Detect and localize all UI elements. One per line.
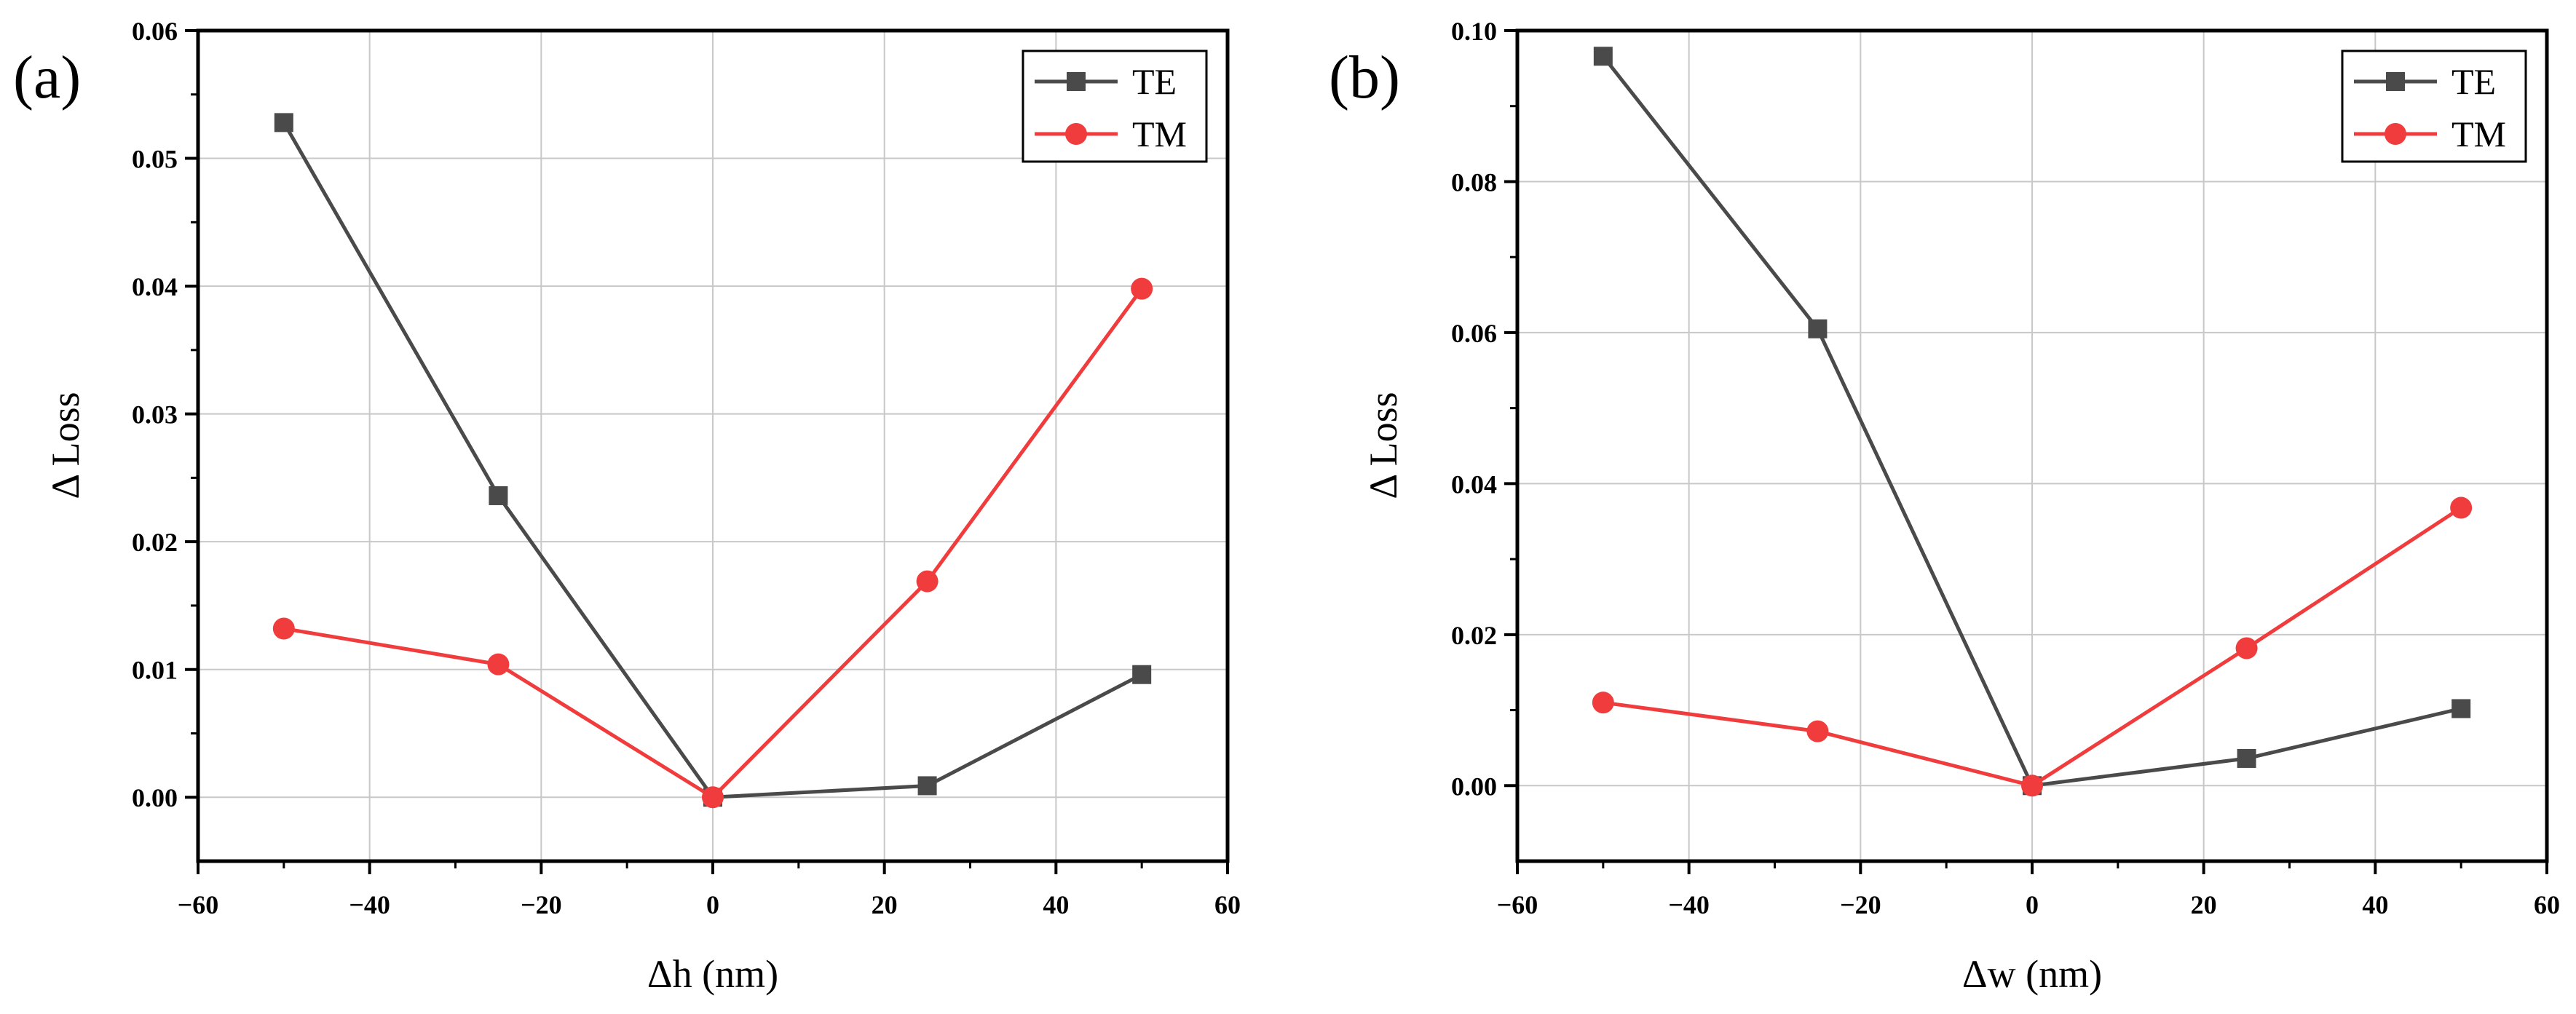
y-tick-label: 0.04 — [1451, 470, 1497, 499]
plot-frame — [196, 28, 1230, 863]
y-axis-title: Δ Loss — [44, 392, 87, 499]
y-tick-label: 0.05 — [132, 145, 178, 174]
y-axis-title: Δ Loss — [1362, 392, 1405, 499]
x-tick-label: −40 — [1668, 890, 1710, 919]
series-tm — [272, 277, 1153, 809]
data-point-te — [489, 486, 508, 505]
y-tick-label: 0.04 — [132, 272, 178, 301]
data-point-te — [1593, 47, 1613, 66]
legend-marker-tm — [2385, 123, 2406, 145]
legend-box — [1022, 49, 1208, 163]
legend-label-te: TE — [1132, 61, 1177, 102]
x-axis-title: Δw (nm) — [1962, 952, 2102, 996]
legend-label-tm: TM — [2451, 114, 2506, 154]
x-tick-label: 0 — [706, 890, 719, 919]
data-point-tm — [1806, 720, 1829, 742]
y-tick-label: 0.08 — [1451, 167, 1497, 197]
legend-marker-tm — [1065, 123, 1087, 145]
axis-ticks — [185, 29, 1229, 874]
y-tick-label: 0.10 — [1451, 17, 1497, 46]
series-tm — [1592, 496, 2473, 797]
chart-panel-b: −60 −40 −20 0 20 40 60 0.00 0.02 0.04 0.06 0.08 0.10… — [1329, 17, 2560, 996]
x-tick-label: −60 — [178, 890, 219, 919]
x-tick-label: 20 — [2191, 890, 2217, 919]
x-tick-label: 40 — [2362, 890, 2388, 919]
y-tick-label: 0.06 — [132, 17, 178, 46]
data-point-te — [274, 113, 293, 132]
legend-marker-te — [1067, 72, 1086, 91]
x-axis-title: Δh (nm) — [647, 952, 778, 996]
panel-label: (b) — [1329, 44, 1400, 111]
data-point-te — [1132, 665, 1152, 684]
x-tick-label: 40 — [1043, 890, 1069, 919]
legend-marker-te — [2386, 72, 2405, 91]
x-tick-label: −20 — [1840, 890, 1881, 919]
plot-frame — [1515, 28, 2549, 863]
data-point-tm — [1592, 692, 1614, 714]
y-tick-label: 0.00 — [132, 783, 178, 812]
data-point-tm — [2450, 496, 2473, 519]
x-tick-label: −60 — [1497, 890, 1538, 919]
data-point-tm — [2021, 775, 2043, 797]
data-point-te — [2451, 699, 2471, 718]
x-tick-label: 60 — [1214, 890, 1241, 919]
x-tick-label: −40 — [349, 890, 390, 919]
data-point-tm — [487, 653, 510, 676]
y-tick-label: 0.02 — [1451, 621, 1497, 650]
panel-label: (a) — [13, 44, 81, 111]
grid — [1517, 31, 2547, 861]
y-tick-label: 0.06 — [1451, 319, 1497, 348]
y-tick-label: 0.00 — [1451, 772, 1497, 801]
legend-box — [2341, 49, 2527, 163]
x-tick-label: 20 — [872, 890, 898, 919]
data-point-te — [2237, 748, 2256, 768]
legend: TE TM — [1022, 49, 1208, 163]
data-point-tm — [272, 617, 295, 640]
data-point-tm — [2235, 637, 2258, 660]
legend-label-tm: TM — [1132, 114, 1187, 154]
x-tick-label: 0 — [2026, 890, 2039, 919]
data-point-tm — [916, 570, 939, 593]
legend-label-te: TE — [2451, 61, 2496, 102]
data-point-tm — [702, 786, 724, 809]
y-tick-label: 0.02 — [132, 528, 178, 557]
legend: TE TM — [2341, 49, 2527, 163]
x-tick-label: 60 — [2534, 890, 2560, 919]
data-point-te — [917, 776, 937, 796]
x-tick-label: −20 — [521, 890, 562, 919]
y-tick-label: 0.01 — [132, 656, 178, 685]
axis-ticks — [1504, 29, 2548, 874]
data-point-te — [1808, 319, 1828, 338]
y-tick-label: 0.03 — [132, 400, 178, 429]
chart-panel-a: −60 −40 −20 0 20 40 60 0.00 0.01 0.02 0.03 0.04 0.05… — [13, 17, 1241, 996]
data-point-tm — [1131, 277, 1153, 300]
